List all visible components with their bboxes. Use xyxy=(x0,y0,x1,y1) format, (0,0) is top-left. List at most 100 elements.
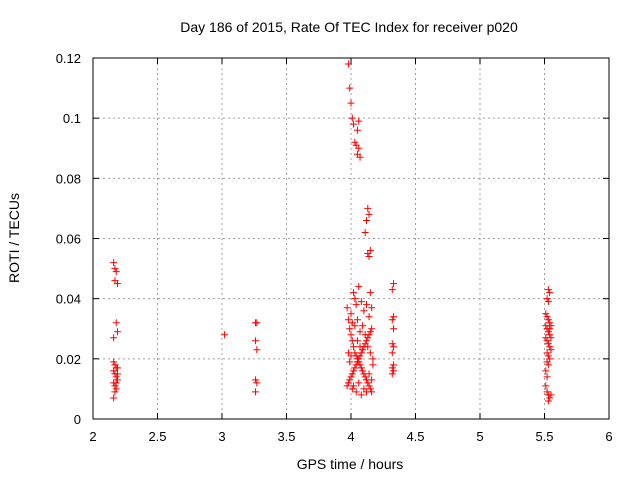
x-tick-labels: 2 2.5 3 3.5 4 4.5 5 5.5 6 xyxy=(89,429,612,444)
data-point xyxy=(353,316,361,324)
data-point xyxy=(347,99,355,107)
data-point xyxy=(356,343,364,351)
data-point xyxy=(110,259,118,267)
data-point xyxy=(361,331,369,339)
data-point xyxy=(547,391,555,399)
data-point xyxy=(343,304,351,312)
data-point xyxy=(361,228,369,236)
data-point xyxy=(353,358,361,366)
data-point xyxy=(544,340,552,348)
data-point xyxy=(544,397,552,405)
data-point xyxy=(365,382,373,390)
data-point xyxy=(356,328,364,336)
data-point xyxy=(388,340,396,348)
data-point xyxy=(348,114,356,122)
data-point xyxy=(542,382,550,390)
data-point xyxy=(546,325,554,333)
data-point xyxy=(350,289,358,297)
data-point xyxy=(543,313,551,321)
data-point xyxy=(351,364,359,372)
data-point xyxy=(344,316,352,324)
data-point xyxy=(114,376,122,384)
data-point xyxy=(360,307,368,315)
data-point xyxy=(112,268,120,276)
data-point xyxy=(543,349,551,357)
data-point xyxy=(390,325,398,333)
data-point xyxy=(346,376,354,384)
data-point xyxy=(352,388,360,396)
y-tick-label: 0.02 xyxy=(56,352,81,367)
data-point xyxy=(390,343,398,351)
data-point xyxy=(388,286,396,294)
y-tick-label: 0.12 xyxy=(56,51,81,66)
data-point xyxy=(390,280,398,288)
x-tick-label: 2 xyxy=(89,429,96,444)
x-tick-label: 2.5 xyxy=(148,429,166,444)
data-point xyxy=(114,328,122,336)
data-point xyxy=(114,364,122,372)
data-point xyxy=(114,370,122,378)
y-tick-label: 0.04 xyxy=(56,292,81,307)
data-point xyxy=(351,138,359,146)
data-point xyxy=(350,367,358,375)
data-point xyxy=(366,328,374,336)
data-point xyxy=(346,358,354,366)
data-point xyxy=(351,322,359,330)
data-point xyxy=(543,373,551,381)
data-point xyxy=(388,316,396,324)
data-point xyxy=(253,346,261,354)
data-point xyxy=(365,253,373,261)
data-point xyxy=(346,325,354,333)
x-tick-label: 4 xyxy=(347,429,354,444)
plot-frame xyxy=(92,57,610,420)
data-point xyxy=(356,153,364,161)
data-point xyxy=(352,301,360,309)
data-point xyxy=(356,352,364,360)
data-point xyxy=(388,370,396,378)
data-point xyxy=(355,379,363,387)
data-point xyxy=(252,337,260,345)
data-point xyxy=(253,319,261,327)
data-point xyxy=(543,388,551,396)
data-point xyxy=(348,370,356,378)
data-point xyxy=(362,301,370,309)
data-point xyxy=(544,328,552,336)
x-tick-label: 4.5 xyxy=(406,429,424,444)
x-tick-label: 6 xyxy=(605,429,612,444)
data-point xyxy=(362,337,370,345)
data-point xyxy=(365,370,373,378)
data-point xyxy=(364,250,372,258)
data-point xyxy=(361,373,369,381)
chart-title: Day 186 of 2015, Rate Of TEC Index for r… xyxy=(180,19,518,35)
data-point xyxy=(110,358,118,366)
data-point xyxy=(344,60,352,68)
data-point xyxy=(366,349,374,357)
data-point xyxy=(390,313,398,321)
data-point xyxy=(347,331,355,339)
data-point xyxy=(114,280,122,288)
data-point xyxy=(221,331,229,339)
data-point xyxy=(355,144,363,152)
data-point xyxy=(366,289,374,297)
data-point xyxy=(364,379,372,387)
data-point xyxy=(357,364,365,372)
data-point xyxy=(369,355,377,363)
data-point xyxy=(112,385,120,393)
data-point xyxy=(366,385,374,393)
data-point xyxy=(544,352,552,360)
y-tick-label: 0.06 xyxy=(56,232,81,247)
data-point xyxy=(253,379,261,387)
data-point xyxy=(343,382,351,390)
data-point xyxy=(369,361,377,369)
x-tick-label: 3 xyxy=(218,429,225,444)
data-point xyxy=(544,298,552,306)
data-points xyxy=(110,60,555,405)
data-point xyxy=(353,126,361,134)
data-point xyxy=(111,382,119,390)
data-point xyxy=(351,295,359,303)
data-point xyxy=(542,310,550,318)
data-point xyxy=(542,367,550,375)
x-tick-label: 5 xyxy=(476,429,483,444)
data-point xyxy=(347,373,355,381)
data-point xyxy=(359,322,367,330)
